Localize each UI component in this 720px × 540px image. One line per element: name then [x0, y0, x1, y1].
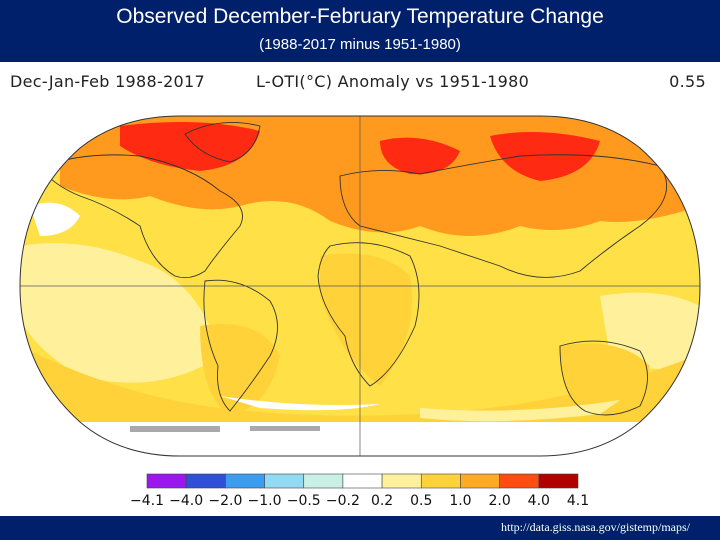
- legend-tick-label: 4.0: [528, 493, 550, 509]
- antarctic-gray-segment-right: [250, 426, 320, 431]
- legend-swatch: [499, 473, 540, 489]
- antarctic-gray-segment-left: [130, 426, 220, 432]
- eurasia-outline: [339, 154, 668, 278]
- legend-swatch: [146, 473, 187, 489]
- pacific-east-pale-region: [20, 243, 220, 383]
- map-global-mean: 0.55: [669, 72, 706, 91]
- legend-tick-label: 4.1: [567, 493, 589, 509]
- legend-swatch: [225, 473, 265, 489]
- map-period-label: Dec-Jan-Feb 1988-2017: [10, 72, 205, 91]
- legend-swatch: [381, 473, 422, 489]
- south-america-outline: [203, 279, 278, 412]
- legend-swatch: [538, 473, 579, 489]
- legend-tick-label: 0.5: [410, 493, 432, 509]
- legend-tick-label: −0.2: [326, 493, 360, 509]
- footer-banner: [0, 516, 720, 540]
- color-scale-legend: −4.1 −4.0 −2.0 −1.0 −0.5 −0.2 0.2 0.5 1.0 2.0 4.0 4…: [130, 473, 589, 509]
- slide-title: Observed December-February Temperature C…: [116, 5, 604, 28]
- legend-tick-label: −0.5: [287, 493, 321, 509]
- scandinavia-hotspot: [380, 137, 460, 175]
- australia-outline: [559, 340, 648, 416]
- title-banner: [0, 0, 720, 62]
- siberia-hotspot: [490, 132, 600, 181]
- north-america-warm-region: [160, 224, 230, 276]
- legend-tick-label: −1.0: [248, 493, 282, 509]
- legend-tick-label: 0.2: [371, 493, 393, 509]
- legend-swatch: [420, 473, 461, 489]
- slide-subtitle: (1988-2017 minus 1951-1980): [259, 36, 461, 53]
- legend-tick-label: 1.0: [449, 493, 471, 509]
- legend-swatch: [303, 473, 344, 489]
- legend-swatch: [185, 473, 226, 489]
- africa-warm-region: [320, 253, 412, 386]
- legend-swatch: [342, 473, 383, 489]
- legend-tick-label: −4.0: [169, 493, 203, 509]
- north-america-arctic-hotspot: [120, 122, 260, 171]
- legend-tick-label: −4.1: [130, 493, 164, 509]
- southern-ocean-white-patch: [220, 396, 380, 411]
- southern-ocean-pale-band: [420, 400, 620, 422]
- greenland-outline: [184, 121, 261, 163]
- globe-outline: [19, 115, 701, 457]
- map-anomaly-label: L-OTI(°C) Anomaly vs 1951-1980: [256, 72, 530, 91]
- legend-swatch: [264, 473, 305, 489]
- source-url: http://data.giss.nasa.gov/gistemp/maps/: [501, 520, 690, 534]
- north-america-outline: [39, 154, 243, 279]
- legend-swatch: [460, 473, 500, 489]
- north-pacific-white-patch: [30, 202, 80, 236]
- africa-outline: [317, 242, 420, 387]
- world-temperature-anomaly-map: [19, 115, 701, 457]
- legend-tick-label: −2.0: [208, 493, 242, 509]
- legend-tick-label: 2.0: [489, 493, 511, 509]
